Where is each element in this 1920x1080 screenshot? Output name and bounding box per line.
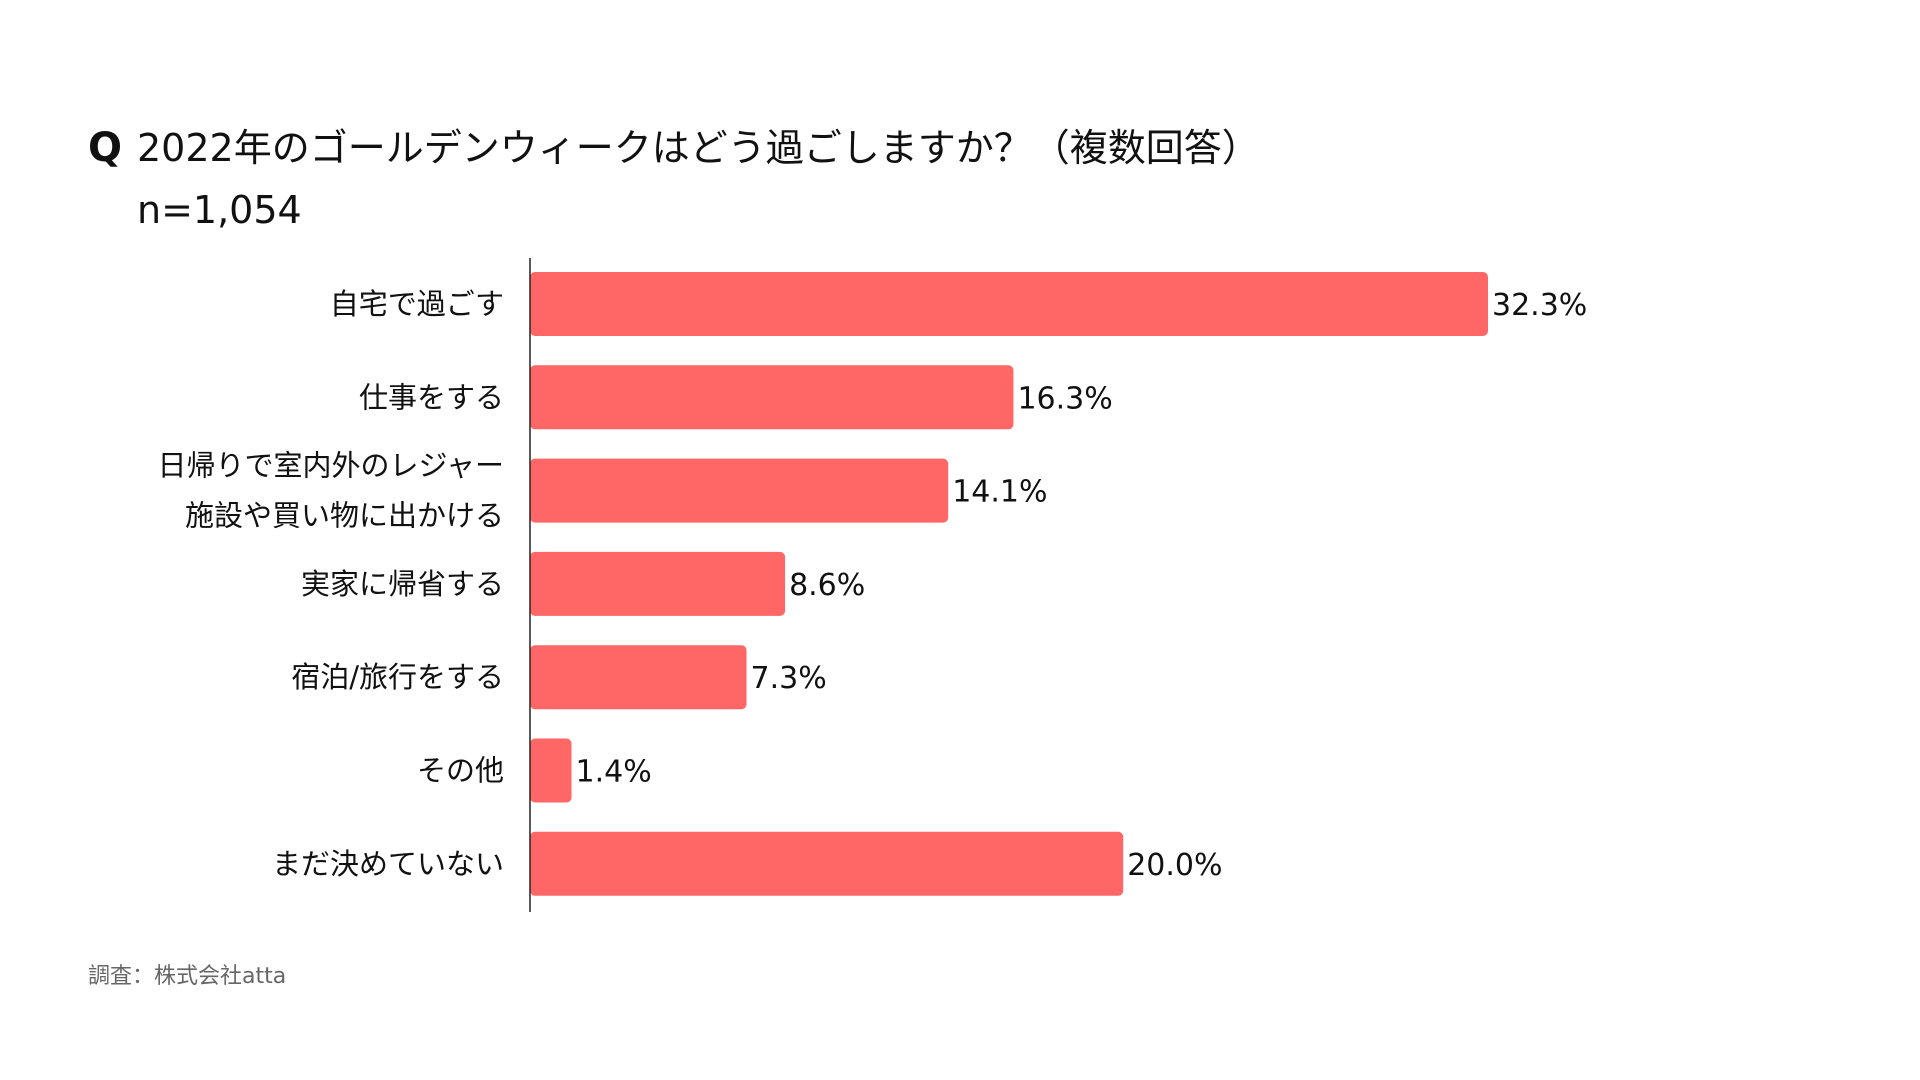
- category-label: 施設や買い物に出かける: [185, 499, 504, 533]
- category-label: 実家に帰省する: [301, 567, 504, 601]
- category-label: 自宅で過ごす: [330, 287, 504, 321]
- bar-value-label: 7.3%: [751, 661, 827, 696]
- sample-size-label: n=1,054: [137, 188, 302, 232]
- category-label: その他: [417, 754, 504, 788]
- bar-value-label: 20.0%: [1127, 848, 1222, 883]
- bar-value-label: 14.1%: [952, 475, 1047, 510]
- bar: [530, 738, 572, 803]
- bar: [530, 645, 747, 710]
- bar-value-label: 1.4%: [576, 755, 652, 790]
- bar: [530, 458, 949, 523]
- category-label: 宿泊/旅行をする: [291, 660, 504, 694]
- bar: [530, 272, 1488, 336]
- bar: [530, 365, 1014, 430]
- chart-title: 2022年のゴールデンウィークはどう過ごしますか？（複数回答）: [137, 126, 1260, 170]
- bar-value-label: 16.3%: [1017, 381, 1112, 416]
- bar: [530, 831, 1124, 896]
- category-label: 日帰りで室内外のレジャー: [157, 449, 504, 483]
- category-label: 仕事をする: [359, 380, 504, 414]
- bar-value-label: 32.3%: [1492, 288, 1587, 323]
- category-label: まだ決めていない: [272, 847, 504, 881]
- question-mark-label: Q: [88, 125, 123, 171]
- bar: [530, 551, 786, 616]
- source-note: 調査：株式会社atta: [88, 964, 287, 989]
- bar-value-label: 8.6%: [789, 568, 865, 603]
